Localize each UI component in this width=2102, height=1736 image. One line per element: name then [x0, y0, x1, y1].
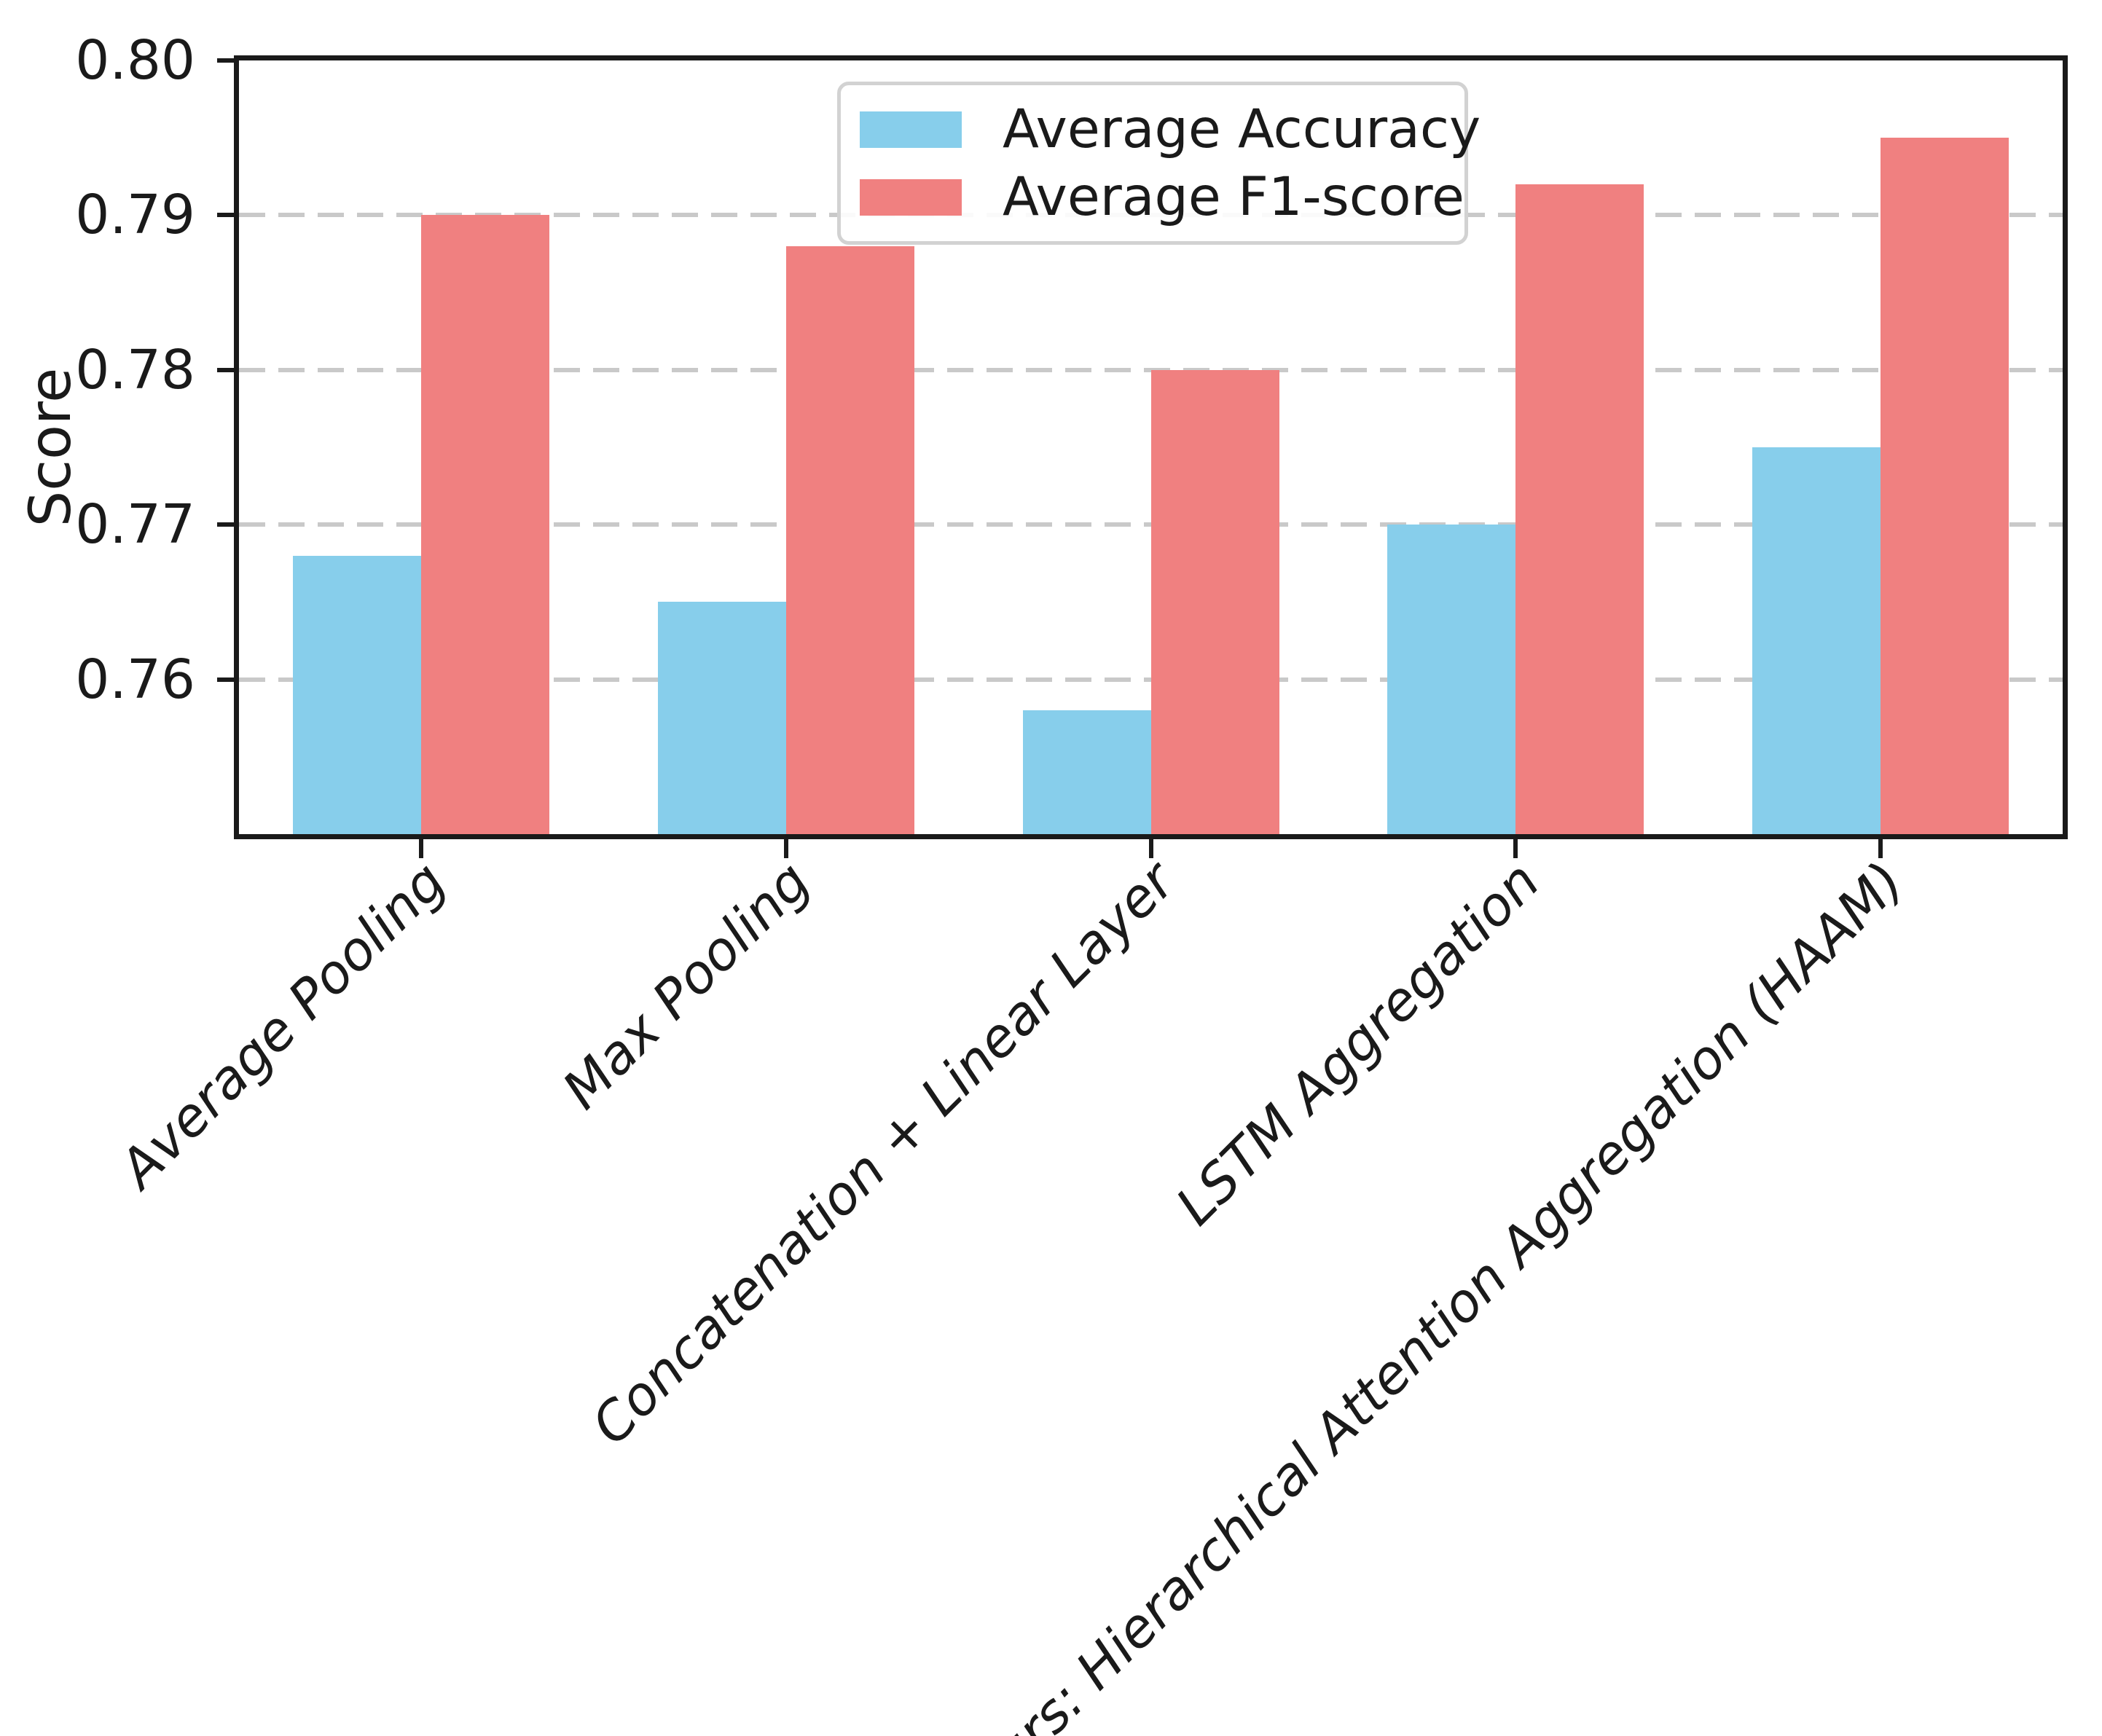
x-tick-mark-4 [1878, 839, 1883, 858]
plot-area [239, 60, 2063, 834]
y-tick-mark-0.79 [217, 213, 236, 218]
legend-label-f1: Average F1-score [1003, 166, 1464, 228]
y-tick-label-0.76: 0.76 [75, 648, 195, 711]
y-tick-label-0.77: 0.77 [75, 493, 195, 557]
bar-f1-3 [1515, 184, 1644, 834]
bar-accuracy-3 [1387, 525, 1516, 834]
legend-entry-f1: Average F1-score [860, 166, 1464, 228]
x-tick-label-1: Max Pooling [551, 850, 823, 1121]
legend-swatch-f1 [860, 178, 962, 216]
y-tick-mark-0.78 [217, 367, 236, 372]
bar-f1-1 [785, 246, 914, 834]
y-tick-label-0.80: 0.80 [75, 29, 195, 92]
bar-f1-0 [421, 215, 550, 834]
x-tick-mark-1 [783, 839, 788, 858]
y-tick-mark-0.77 [217, 522, 236, 527]
legend-entry-accuracy: Average Accuracy [860, 98, 1481, 160]
x-tick-label-3: LSTM Aggregation [1164, 850, 1552, 1238]
plot-frame [234, 55, 2068, 839]
x-tick-label-0: Average Pooling [107, 850, 458, 1201]
bar-accuracy-1 [657, 602, 786, 834]
x-tick-mark-0 [419, 839, 424, 858]
gridline-0.78 [239, 367, 2063, 372]
legend: Average Accuracy Average F1-score [837, 82, 1481, 245]
y-tick-mark-0.80 [217, 58, 236, 63]
legend-swatch-accuracy [860, 111, 962, 148]
y-tick-label-0.78: 0.78 [75, 338, 195, 401]
bar-accuracy-4 [1752, 447, 1881, 834]
y-tick-mark-0.76 [217, 677, 236, 682]
legend-label-accuracy: Average Accuracy [1003, 98, 1481, 160]
x-tick-label-2: Concatenation + Linear Layer [580, 850, 1187, 1457]
x-tick-mark-3 [1513, 839, 1518, 858]
y-tick-label-0.79: 0.79 [75, 184, 195, 247]
bar-accuracy-2 [1022, 710, 1151, 834]
x-tick-mark-2 [1148, 839, 1153, 858]
bar-f1-4 [1880, 138, 2009, 834]
bar-f1-2 [1150, 369, 1279, 834]
bar-accuracy-0 [293, 555, 422, 834]
